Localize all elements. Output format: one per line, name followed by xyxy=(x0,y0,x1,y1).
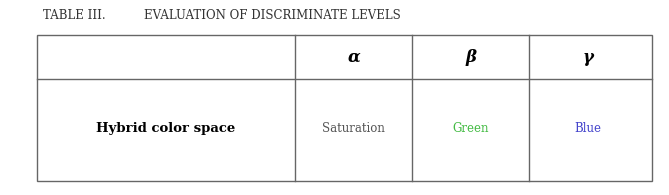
Text: TABLE III.: TABLE III. xyxy=(43,9,106,22)
Text: β: β xyxy=(465,49,476,66)
Text: Saturation: Saturation xyxy=(322,122,385,135)
Text: α: α xyxy=(347,49,360,66)
Text: EVALUATION OF DISCRIMINATE LEVELS: EVALUATION OF DISCRIMINATE LEVELS xyxy=(144,9,401,22)
Text: Hybrid color space: Hybrid color space xyxy=(96,122,235,135)
Bar xyxy=(37,35,652,181)
Text: γ: γ xyxy=(582,49,593,66)
Text: Blue: Blue xyxy=(574,122,601,135)
Text: Green: Green xyxy=(452,122,489,135)
